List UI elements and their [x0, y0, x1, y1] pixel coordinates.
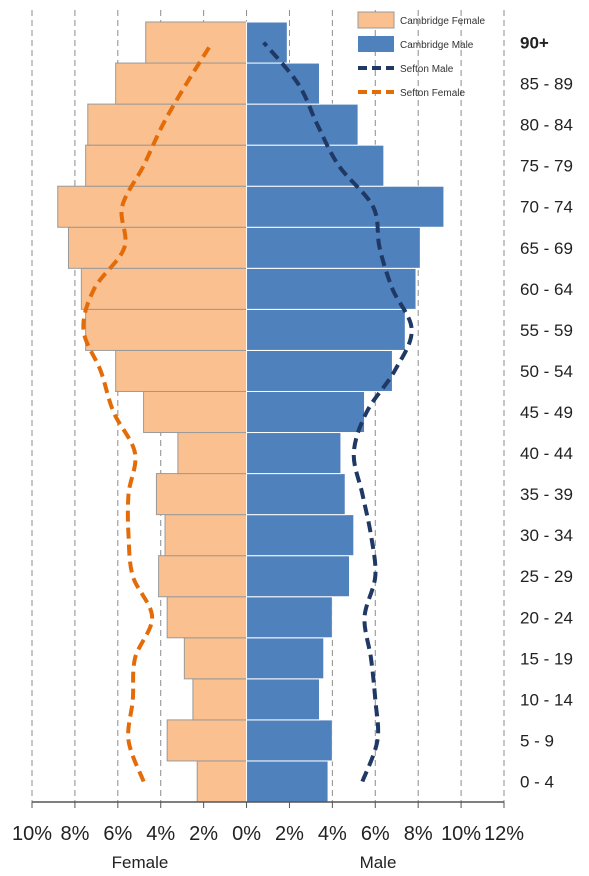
line-sefton-male [262, 41, 414, 783]
x-tick-label: 6% [361, 823, 390, 845]
bar-cambridge-female [192, 678, 248, 721]
y-tick-label: 65 - 69 [520, 239, 573, 258]
bar-cambridge-female [85, 144, 248, 187]
y-axis-labels: 0 - 4 5 - 9 10 - 14 15 - 19 20 - 24 25 - 29 30… [520, 34, 573, 792]
y-tick-label: 15 - 19 [520, 649, 573, 668]
y-tick-label: 40 - 44 [520, 444, 573, 463]
bar-cambridge-female [85, 308, 248, 351]
bar-cambridge-male [246, 555, 351, 598]
bar-cambridge-male [246, 637, 325, 680]
x-tick-label: 4% [146, 823, 175, 845]
bar-cambridge-male [246, 308, 406, 351]
x-axis-label-male: Male [360, 853, 397, 872]
line-sefton-female [81, 41, 214, 783]
bar-cambridge-female [155, 473, 248, 516]
bar-cambridge-male [246, 185, 445, 228]
x-axis-label-female: Female [112, 853, 169, 872]
sefton-lines [81, 41, 414, 783]
bar-cambridge-female [164, 514, 248, 557]
x-tick-label: 8% [60, 823, 89, 845]
legend-label-sefton-male: Sefton Male [400, 64, 454, 75]
bar-cambridge-male [246, 21, 288, 64]
y-tick-label: 25 - 29 [520, 567, 573, 586]
y-tick-label: 30 - 34 [520, 526, 573, 545]
y-tick-label: 75 - 79 [520, 157, 573, 176]
x-tick-label: 10% [12, 823, 52, 845]
bar-cambridge-female [166, 596, 248, 639]
bar-cambridge-female [166, 719, 248, 762]
y-tick-label: 85 - 89 [520, 75, 573, 94]
x-tick-label: 4% [318, 823, 347, 845]
x-tick-label: 2% [189, 823, 218, 845]
bar-cambridge-female [115, 62, 248, 105]
y-tick-label: 10 - 14 [520, 690, 573, 709]
y-tick-label: 60 - 64 [520, 280, 573, 299]
y-tick-label: 45 - 49 [520, 403, 573, 422]
bar-cambridge-female [87, 103, 248, 146]
bar-cambridge-male [246, 760, 329, 803]
bar-cambridge-female [183, 637, 248, 680]
bar-cambridge-female [145, 21, 248, 64]
bar-cambridge-male [246, 349, 393, 392]
legend-swatch-cambridge-female [357, 11, 395, 29]
legend-label-cambridge-male: Cambridge Male [400, 40, 474, 51]
x-tick-label: 8% [404, 823, 433, 845]
bar-cambridge-male [246, 432, 342, 475]
x-tick-label: 0% [232, 823, 261, 845]
y-tick-label: 55 - 59 [520, 321, 573, 340]
bar-cambridge-female [80, 267, 248, 310]
bar-cambridge-female [67, 226, 248, 269]
y-tick-label: 90+ [520, 34, 549, 53]
x-axis: 10% 8% 6% 4% 2% 0% 2% 4% 6% 8% 10% 12% [12, 801, 524, 845]
x-tick-label: 2% [275, 823, 304, 845]
x-tick-label: 12% [484, 823, 524, 845]
bar-cambridge-female [57, 185, 248, 228]
y-tick-label: 20 - 24 [520, 608, 573, 627]
bar-cambridge-male [246, 62, 320, 105]
bar-cambridge-male [246, 473, 346, 516]
bar-cambridge-male [246, 103, 359, 146]
legend: Cambridge Female Cambridge Male Sefton M… [357, 11, 485, 99]
bar-cambridge-female [177, 432, 248, 475]
bar-cambridge-male [246, 514, 355, 557]
bars [57, 21, 445, 803]
y-tick-label: 80 - 84 [520, 116, 573, 135]
bar-cambridge-male [246, 226, 421, 269]
bar-cambridge-female [115, 349, 248, 392]
bar-cambridge-female [143, 390, 248, 434]
y-tick-label: 70 - 74 [520, 198, 573, 217]
bar-cambridge-male [246, 678, 320, 721]
legend-label-cambridge-female: Cambridge Female [400, 16, 485, 27]
y-tick-label: 50 - 54 [520, 362, 573, 381]
bar-cambridge-male [246, 144, 385, 187]
y-tick-label: 35 - 39 [520, 485, 573, 504]
legend-label-sefton-female: Sefton Female [400, 88, 465, 99]
legend-swatch-cambridge-male [358, 36, 394, 52]
y-tick-label: 0 - 4 [520, 772, 554, 791]
y-tick-label: 5 - 9 [520, 731, 554, 750]
bar-cambridge-male [246, 596, 333, 639]
bar-cambridge-male [246, 390, 366, 434]
x-tick-label: 6% [103, 823, 132, 845]
bar-cambridge-male [246, 719, 333, 762]
bar-cambridge-female [158, 555, 248, 598]
x-tick-label: 10% [441, 823, 481, 845]
bar-cambridge-female [196, 760, 248, 803]
